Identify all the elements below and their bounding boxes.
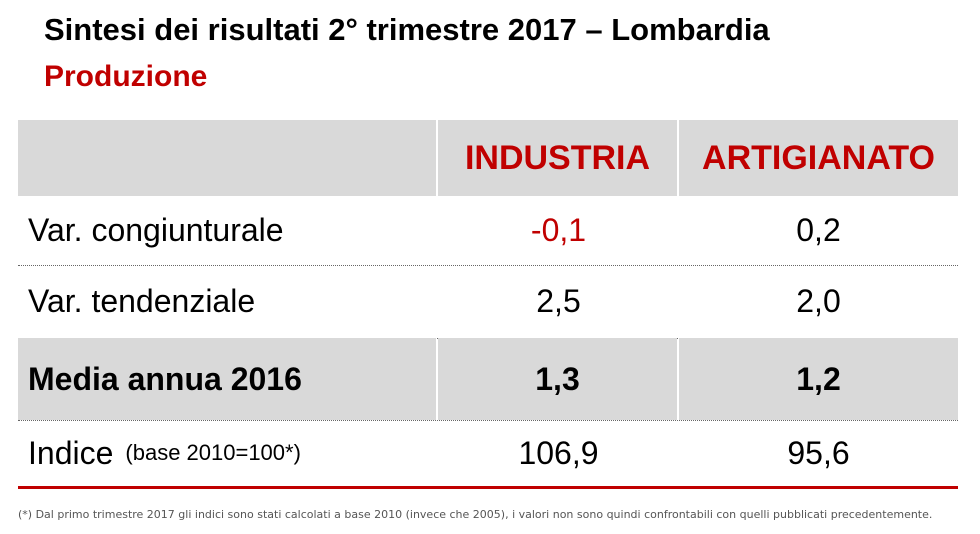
label-note: (base 2010=100*) (125, 440, 301, 465)
row-label: Indice (base 2010=100*) (18, 420, 438, 486)
cell-value: 2,5 (536, 283, 581, 319)
label-text: Var. tendenziale (28, 283, 256, 319)
column-header: ARTIGIANATO (679, 120, 958, 196)
row-separator (18, 420, 958, 421)
cell-value: 106,9 (518, 434, 599, 471)
cell-value: -0,1 (530, 212, 587, 248)
cell-value: 2,0 (796, 283, 841, 319)
label-text: Media annua 2016 (28, 360, 302, 397)
footnote: (*) Dal primo trimestre 2017 gli indici … (18, 508, 933, 521)
cell-value: 95,6 (787, 434, 850, 471)
row-separator (18, 265, 958, 266)
column-header: INDUSTRIA (438, 120, 677, 196)
row-label: Media annua 2016 (18, 338, 436, 420)
row-label: Var. tendenziale (18, 265, 438, 338)
cell-value: 1,2 (679, 338, 958, 420)
cell-value: 0,2 (796, 212, 841, 248)
cell-value: 1,3 (438, 338, 677, 420)
title: Sintesi dei risultati 2° trimestre 2017 … (44, 12, 770, 47)
subtitle: Produzione (44, 60, 208, 93)
label-text: Indice (28, 434, 114, 471)
rule (18, 486, 958, 489)
header-cell (18, 120, 436, 196)
label-text: Var. congiunturale (28, 212, 284, 248)
row-label: Var. congiunturale (18, 196, 438, 265)
